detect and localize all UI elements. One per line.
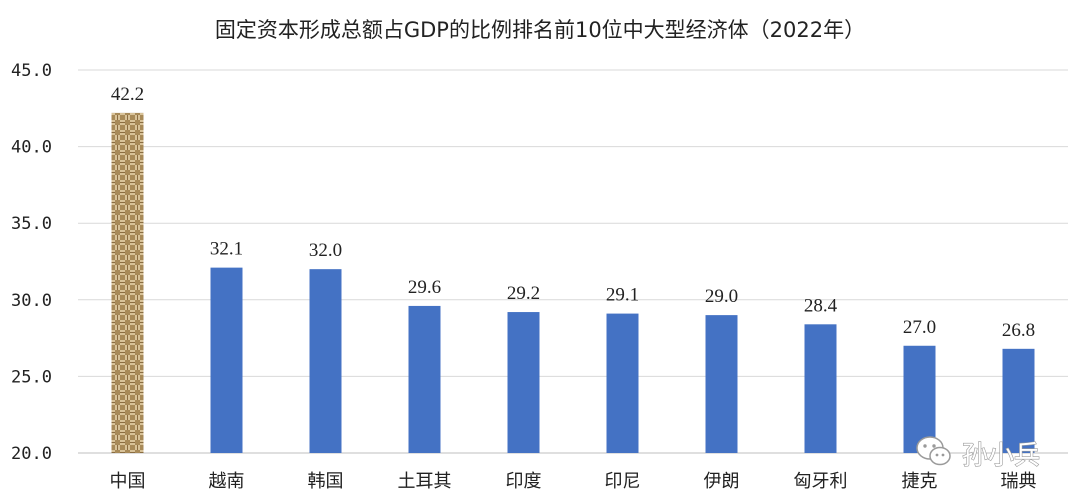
data-label: 29.0 (705, 286, 738, 307)
x-tick-label: 韩国 (308, 471, 344, 492)
y-tick-label: 20.0 (11, 444, 52, 464)
data-label: 42.2 (111, 84, 144, 105)
data-label: 32.1 (210, 239, 243, 260)
data-label: 28.4 (804, 295, 838, 316)
x-tick-label: 伊朗 (704, 471, 740, 492)
data-label: 29.1 (606, 285, 639, 306)
y-tick-label: 30.0 (11, 291, 52, 311)
data-label: 32.0 (309, 240, 342, 261)
bar (804, 324, 837, 453)
bars (111, 112, 1035, 453)
y-axis: 20.0 25.0 30.0 35.0 40.0 45.0 (11, 61, 52, 464)
data-label: 27.0 (903, 317, 936, 338)
watermark-text: 孙小兵 (962, 441, 1040, 471)
y-tick-label: 40.0 (11, 138, 52, 158)
data-label: 29.6 (408, 277, 441, 298)
chart-title: 固定资本形成总额占GDP的比例排名前10位中大型经济体（2022年） (215, 18, 865, 42)
x-tick-label: 瑞典 (1001, 471, 1037, 492)
bar (903, 345, 936, 453)
data-label: 29.2 (507, 283, 540, 304)
bar (507, 312, 540, 453)
bar (705, 315, 738, 453)
data-label: 26.8 (1002, 320, 1035, 341)
bar (606, 313, 639, 453)
bar (1002, 348, 1035, 453)
wechat-icon (916, 436, 951, 466)
gridlines (78, 69, 1068, 454)
x-tick-label: 印尼 (605, 471, 641, 492)
data-labels: 42.2 32.1 32.0 29.6 29.2 29.1 29.0 28.4 27.0 26.8 (111, 84, 1035, 341)
y-tick-label: 35.0 (11, 214, 52, 234)
x-tick-label: 土耳其 (398, 471, 452, 492)
x-tick-label: 捷克 (902, 471, 938, 492)
x-tick-label: 匈牙利 (794, 471, 848, 492)
bar (111, 112, 144, 453)
y-tick-label: 45.0 (11, 61, 52, 81)
bar (309, 269, 342, 453)
x-axis: 中国 越南 韩国 土耳其 印度 印尼 伊朗 匈牙利 捷克 瑞典 (110, 471, 1037, 492)
x-tick-label: 印度 (506, 471, 542, 492)
bar (210, 267, 243, 453)
x-tick-label: 中国 (110, 471, 146, 492)
bar (408, 305, 441, 453)
watermark: 孙小兵 (916, 436, 1041, 472)
x-tick-label: 越南 (209, 471, 245, 492)
y-tick-label: 25.0 (11, 367, 52, 387)
